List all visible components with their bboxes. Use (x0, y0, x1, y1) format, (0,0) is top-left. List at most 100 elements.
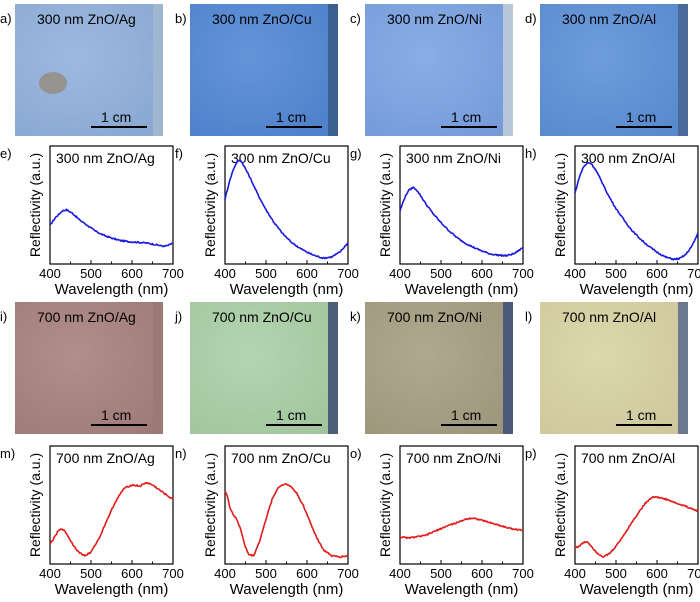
x-tick-label: 400 (39, 266, 61, 281)
x-tick-label: 500 (430, 266, 452, 281)
spectrum-line (574, 495, 699, 558)
spectrum-chart: o) 700 nm ZnO/Ni Reflectivity (a.u.) 400 500… (350, 445, 534, 598)
spectrum-chart: h) 300 nm ZnO/Al Reflectivity (a.u.) 400 500… (525, 145, 700, 298)
x-axis-label: Wavelength (nm) (405, 281, 519, 298)
scale-bar (616, 424, 672, 426)
panel-letter: d) (525, 11, 537, 26)
panel-letter: b) (175, 11, 187, 26)
chart-title: 700 nm ZnO/Ag (56, 450, 155, 466)
scale-bar-label: 1 cm (451, 109, 482, 125)
y-axis-label: Reflectivity (a.u.) (27, 153, 43, 257)
x-tick-label: 500 (430, 566, 452, 581)
sample-photo: 700 nm ZnO/Cu 1 cm (190, 302, 338, 434)
spectrum-line (399, 517, 524, 540)
x-axis-label: Wavelength (nm) (580, 581, 694, 598)
x-tick-label: 500 (80, 566, 102, 581)
x-tick-label: 700 (337, 566, 359, 581)
panel-letter: c) (350, 11, 361, 26)
sample-photo: 300 nm ZnO/Al 1 cm (540, 4, 688, 136)
x-axis-label: Wavelength (nm) (405, 581, 519, 598)
x-tick-label: 400 (389, 266, 411, 281)
chart-title: 300 nm ZnO/Al (581, 150, 675, 166)
x-tick-label: 700 (337, 266, 359, 281)
x-tick-label: 400 (564, 566, 586, 581)
scale-bar-label: 1 cm (451, 407, 482, 423)
y-axis-label: Reflectivity (a.u.) (552, 453, 568, 557)
x-tick-label: 500 (605, 266, 627, 281)
x-tick-label: 600 (646, 566, 668, 581)
x-tick-label: 600 (471, 266, 493, 281)
x-tick-label: 700 (512, 566, 534, 581)
x-axis-label: Wavelength (nm) (580, 281, 694, 298)
scale-bar-label: 1 cm (101, 109, 132, 125)
x-axis-label: Wavelength (nm) (230, 581, 344, 598)
x-tick-label: 600 (296, 566, 318, 581)
x-tick-label: 700 (687, 566, 700, 581)
panel-letter: g) (350, 146, 362, 161)
surface-defect (39, 72, 67, 94)
spectrum-line (224, 483, 349, 559)
x-tick-label: 700 (512, 266, 534, 281)
chart-title: 300 nm ZnO/Cu (231, 150, 331, 166)
photo-title: 700 nm ZnO/Ag (37, 309, 136, 325)
spectrum-line (399, 186, 524, 257)
photo-title: 300 nm ZnO/Ag (37, 11, 136, 27)
spectrum-chart: g) 300 nm ZnO/Ni Reflectivity (a.u.) 400 500… (350, 145, 534, 298)
x-tick-label: 500 (255, 566, 277, 581)
x-tick-label: 500 (605, 566, 627, 581)
sample-photo: 700 nm ZnO/Ni 1 cm (365, 302, 513, 434)
x-tick-label: 600 (296, 266, 318, 281)
panel-letter: l) (525, 309, 533, 324)
x-tick-label: 700 (162, 266, 184, 281)
x-tick-label: 400 (564, 266, 586, 281)
scale-bar (91, 424, 147, 426)
x-tick-label: 500 (255, 266, 277, 281)
scale-bar (266, 126, 322, 128)
x-tick-label: 400 (39, 566, 61, 581)
panel-letter: j) (175, 309, 183, 324)
y-axis-label: Reflectivity (a.u.) (377, 453, 393, 557)
panel-letter: p) (525, 446, 537, 461)
sample-photo: 700 nm ZnO/Al 1 cm (540, 302, 688, 434)
photo-title: 700 nm ZnO/Cu (212, 309, 312, 325)
chart-title: 300 nm ZnO/Ag (56, 150, 155, 166)
scale-bar-label: 1 cm (276, 407, 307, 423)
scale-bar-label: 1 cm (276, 109, 307, 125)
sample-edge-strip (678, 302, 688, 434)
x-tick-label: 600 (121, 266, 143, 281)
panel-letter: k) (350, 309, 361, 324)
chart-title: 700 nm ZnO/Cu (231, 450, 331, 466)
x-axis-label: Wavelength (nm) (55, 581, 169, 598)
sample-edge-strip (328, 302, 338, 434)
sample-photo: 300 nm ZnO/Ag 1 cm (15, 4, 163, 136)
spectrum-chart: m) 700 nm ZnO/Ag Reflectivity (a.u.) 400 500… (0, 445, 184, 598)
spectrum-line (49, 208, 174, 248)
panel-letter: f) (175, 146, 183, 161)
photo-title: 300 nm ZnO/Cu (212, 11, 312, 27)
y-axis-label: Reflectivity (a.u.) (552, 153, 568, 257)
chart-title: 300 nm ZnO/Ni (406, 150, 501, 166)
photo-title: 700 nm ZnO/Ni (387, 309, 482, 325)
panel-letter: o) (350, 446, 362, 461)
scale-bar (266, 424, 322, 426)
spectrum-chart: n) 700 nm ZnO/Cu Reflectivity (a.u.) 400 500… (175, 445, 359, 598)
scale-bar (441, 424, 497, 426)
sample-photo: 300 nm ZnO/Cu 1 cm (190, 4, 338, 136)
panel-letter: h) (525, 146, 537, 161)
spectrum-line (224, 159, 349, 260)
sample-photo: 300 nm ZnO/Ni 1 cm (365, 4, 513, 136)
panel-letter: m) (0, 446, 15, 461)
y-axis-label: Reflectivity (a.u.) (202, 453, 218, 557)
x-tick-label: 400 (214, 266, 236, 281)
sample-photo: 700 nm ZnO/Ag 1 cm (15, 302, 163, 434)
sample-edge-strip (153, 302, 163, 434)
x-axis-label: Wavelength (nm) (55, 281, 169, 298)
x-tick-label: 400 (214, 566, 236, 581)
x-tick-label: 600 (121, 566, 143, 581)
panel-letter: e) (0, 146, 12, 161)
sample-edge-strip (503, 302, 513, 434)
sample-edge-strip (678, 4, 688, 136)
scale-bar-label: 1 cm (101, 407, 132, 423)
